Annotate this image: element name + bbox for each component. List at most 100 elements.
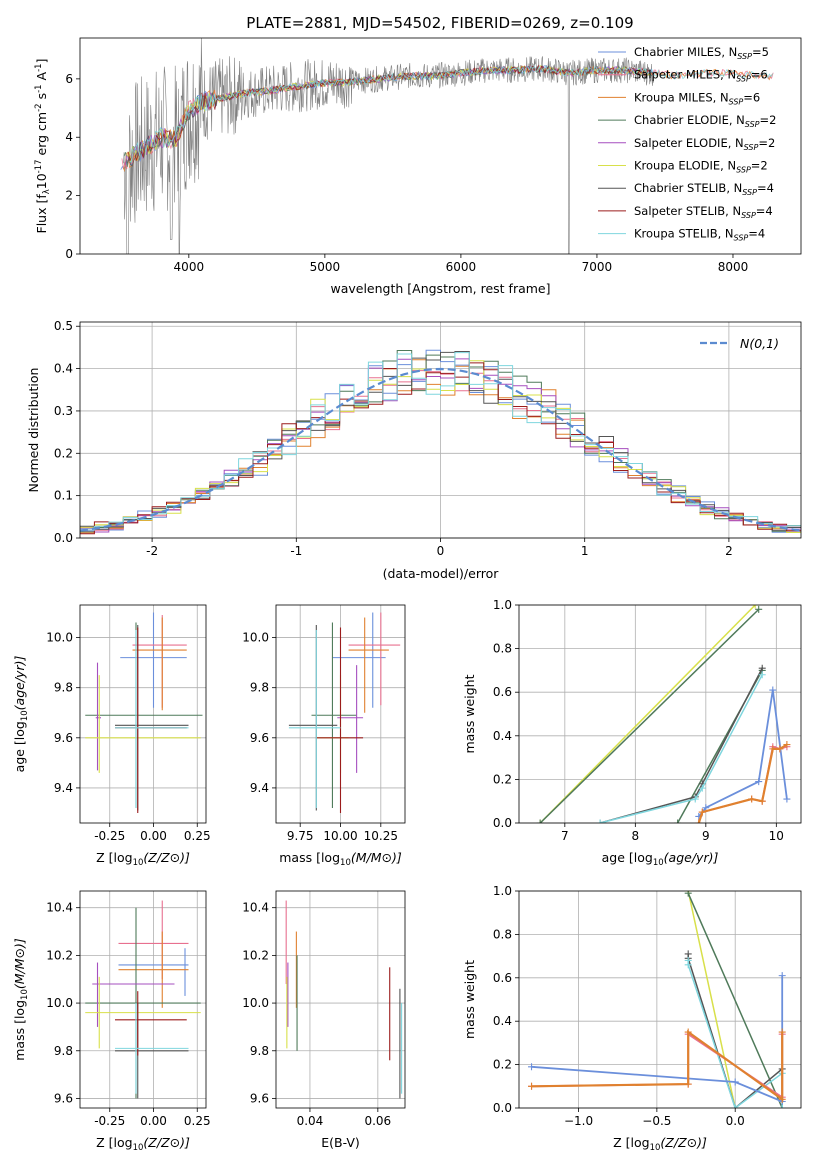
series-point [758,671,766,679]
series-kroupa-elodie [684,891,739,1108]
series-point [778,1104,786,1108]
figure-title: PLATE=2881, MJD=54502, FIBERID=0269, z=0… [246,14,633,32]
age-vs-mass-frame [275,604,406,824]
y-tick-label: 10.4 [242,901,269,915]
x-tick: -2 [146,538,158,558]
y-tick-label: 1.0 [493,598,512,612]
legend-entry: Chabrier ELODIE, NSSP=2 [634,113,776,129]
y-tick: 0.4 [493,1014,519,1028]
spectrum-plot-area [120,38,774,254]
model-line-salpeter-stelib [128,64,651,162]
legend-entry: Chabrier STELIB, NSSP=4 [634,181,774,197]
errorbar-salpeter-stelib [115,991,187,1056]
x-tick-label: 0.0 [726,1114,745,1128]
x-tick: 0.0 [726,1108,745,1128]
x-tick-label: 0.00 [140,1114,167,1128]
spectrum-frame [79,37,802,255]
series-point [755,605,763,613]
mass-vs-ebv-axes: 0.04 0.06 9.6 9.8 10.0 10.2 10.4 [242,890,406,1128]
x-tick: 1 [581,538,589,558]
age-vs-Z-xlabel: Z [log10(Z/Z⊙)] [96,850,190,868]
series-point [528,1063,536,1071]
mass-weight-vs-Z-frame [518,890,802,1109]
legend-entry: Kroupa STELIB, NSSP=4 [634,227,765,243]
y-tick: 10.0 [242,631,276,645]
legend-entry: Kroupa ELODIE, NSSP=2 [634,159,768,175]
y-tick: 9.6 [54,731,80,745]
y-tick-label: 10.0 [46,996,73,1010]
errorbar-kroupa-stelib [115,630,189,808]
series-line [539,605,756,823]
x-tick-label: −1.0 [564,1114,593,1128]
y-tick: 9.4 [250,781,276,795]
y-tick-label: 10.0 [46,631,73,645]
y-tick: 9.8 [250,1044,276,1058]
series-line [599,674,763,823]
errorbar-salpeter-stelib [316,627,364,813]
y-tick-label: 0.2 [493,1058,512,1072]
series-point [751,605,759,609]
errorbar-chabrier-stelib [288,625,338,811]
residuals-plot-area [80,349,801,535]
x-tick-label: 10.00 [323,829,357,843]
series-point [684,891,692,897]
series-chabrier-miles [695,686,791,820]
x-tick-label: −0.5 [642,1114,671,1128]
x-tick-label: -0.25 [94,829,125,843]
errorbar-salpeter-elodie [92,962,175,1027]
x-tick-label: 10.25 [364,829,398,843]
y-tick: 0.5 [54,319,80,333]
errorbar-salpeter-elodie [337,665,364,773]
y-tick: 9.8 [54,1044,80,1058]
errorbar-chabrier-miles [118,948,189,996]
y-tick: 9.6 [250,1091,276,1105]
x-tick: 8 [632,823,639,843]
spectrum-ylabel: Flux [fλ10-17 erg cm-2 s-1 A-1] [34,59,52,234]
residuals-ylabel: Normed distribution [26,368,41,493]
mass-weight-vs-age-plot-area [536,605,791,823]
series-line [687,892,783,1108]
series-kroupa-stelib [596,671,766,823]
mass-vs-ebv-frame [275,890,406,1109]
x-tick-label: -2 [146,544,158,558]
x-tick-label: 0 [437,544,445,558]
x-tick-label: 4000 [174,260,205,274]
age-vs-Z-plot-area [85,612,203,813]
legend-entry-gaussian: N(0,1) [740,336,779,351]
y-tick-label: 10.2 [46,948,73,962]
x-tick-label: 10 [769,829,784,843]
x-tick-label: 8000 [718,260,749,274]
y-tick-label: 9.6 [250,1091,269,1105]
x-tick-label: 5000 [310,260,341,274]
y-tick-label: 4 [65,130,73,144]
x-tick-label: 2 [725,544,733,558]
errorbar-kroupa-stelib [115,1003,189,1094]
mass-vs-Z-plot-area [85,900,201,1099]
mass-weight-vs-Z-axes: −1.0 −0.5 0.0 0.0 0.2 0.4 0.6 0.8 1.0 [493,884,802,1128]
mass-vs-ebv-grid [276,891,405,1108]
series-point [731,1104,739,1108]
age-vs-Z-axes: -0.25 0.00 0.25 9.4 9.6 9.8 10.0 [46,604,211,843]
x-tick: 4000 [174,254,205,274]
y-tick-label: 2 [65,189,73,203]
x-tick-label: 0.04 [297,1114,324,1128]
errorbar-salpeter-miles [132,615,187,708]
y-tick-label: 10.2 [242,948,269,962]
x-tick: 0.06 [364,1108,391,1128]
y-tick-label: 0.4 [493,729,512,743]
series-chabrier-elodie [674,666,766,823]
mass-vs-Z-axes: -0.25 0.00 0.25 9.6 9.8 10.0 10.2 10.4 [46,890,211,1128]
y-tick-label: 9.6 [54,1091,73,1105]
y-tick: 0.3 [54,404,80,418]
y-tick: 1.0 [493,884,519,898]
mass-vs-Z-xlabel: Z [log10(Z/Z⊙)] [96,1135,190,1153]
errorbar-chabrier-elodie [85,907,201,1099]
series-kroupa-elodie [536,605,759,823]
errorbar-salpeter-stelib [115,627,187,813]
series-point [778,1028,786,1036]
series-line [687,891,736,1108]
age-vs-mass-plot-area [288,612,401,813]
age-vs-Z-ylabel: age [log10(age/yr)] [12,656,30,773]
mass-weight-vs-age-grid [519,604,801,824]
